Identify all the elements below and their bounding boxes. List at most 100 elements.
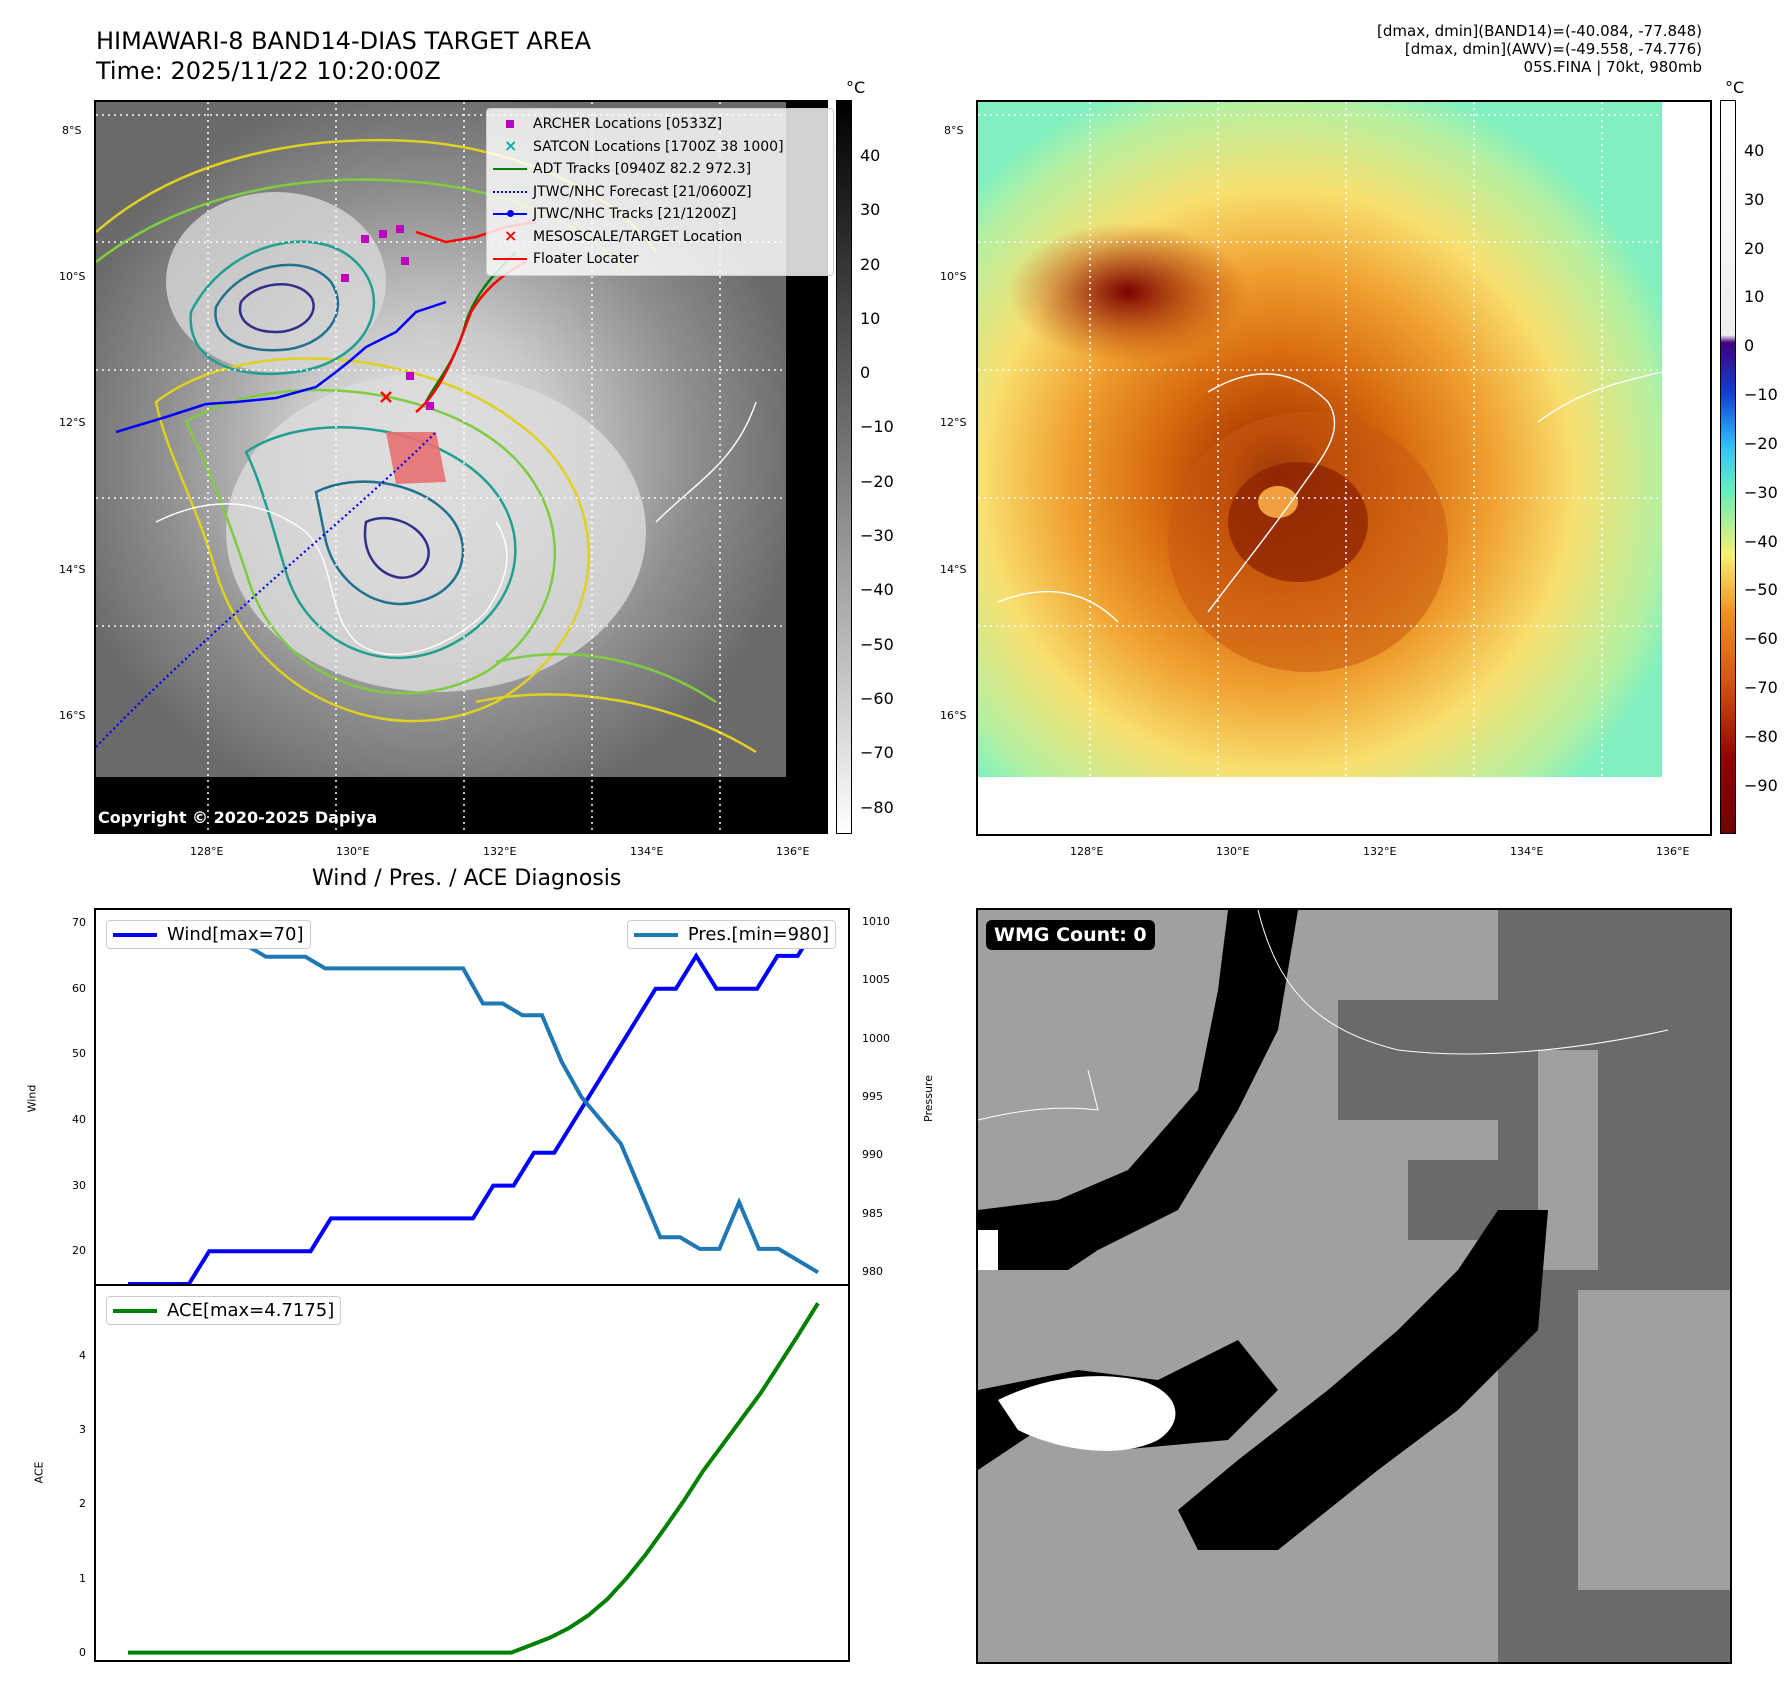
- info-block: [dmax, dmin](BAND14)=(-40.084, -77.848) …: [1377, 22, 1702, 76]
- lon-label: 130°E: [336, 845, 370, 858]
- color-cb-tick: 10: [1744, 287, 1765, 306]
- lon-label: 128°E: [1070, 845, 1104, 858]
- legend-jtwc-tracks: JTWC/NHC Tracks [21/1200Z]: [493, 203, 827, 226]
- gray-cb-tick: −60: [860, 689, 894, 708]
- lon-label: 130°E: [1216, 845, 1250, 858]
- lat-label: 10°S: [59, 270, 86, 283]
- title-line-1: HIMAWARI-8 BAND14-DIAS TARGET AREA: [96, 27, 592, 55]
- lat-label: 10°S: [940, 270, 967, 283]
- legend-floater: Floater Locater: [493, 248, 827, 271]
- wmg-image: [978, 910, 1730, 1662]
- gray-cb-tick: −20: [860, 472, 894, 491]
- lon-label: 132°E: [483, 845, 517, 858]
- legend-jtwc-forecast: JTWC/NHC Forecast [21/0600Z]: [493, 181, 827, 204]
- lon-label: 132°E: [1363, 845, 1397, 858]
- lat-label: 8°S: [62, 124, 82, 137]
- color-cb-tick: 20: [1744, 239, 1765, 258]
- diagnosis-title: Wind / Pres. / ACE Diagnosis: [312, 866, 622, 891]
- wmg-panel: WMG Count: 0: [976, 908, 1732, 1664]
- line-marker-icon: [493, 258, 527, 261]
- legend-satcon: × SATCON Locations [1700Z 38 1000]: [504, 135, 784, 155]
- axis-tick-label: 995: [862, 1090, 883, 1103]
- color-ir-map-panel: [976, 100, 1712, 836]
- color-cb-tick: −40: [1744, 532, 1778, 551]
- color-cb-tick: 40: [1744, 141, 1765, 160]
- wind-series-line: [128, 922, 820, 1284]
- wind-pressure-chart: Wind[max=70] Pres.[min=980]: [94, 908, 850, 1286]
- color-cb-tick: −50: [1744, 580, 1778, 599]
- axis-tick-label: 980: [862, 1265, 883, 1279]
- color-cb-tick: 30: [1744, 190, 1765, 209]
- axis-tick-label: 990: [862, 1148, 883, 1162]
- color-ir-map-image: [978, 102, 1663, 777]
- lon-label: 136°E: [1656, 845, 1690, 858]
- gray-cb-tick: −50: [860, 635, 894, 654]
- ace-legend: ACE[max=4.7175]: [106, 1296, 342, 1325]
- gray-cb-tick: −70: [860, 743, 894, 762]
- lon-label: 128°E: [190, 845, 224, 858]
- gray-cb-tick: 20: [860, 255, 881, 274]
- axis-tick-label: 20: [72, 1244, 86, 1258]
- gray-cb-tick: 40: [860, 146, 881, 165]
- ace-axis-label: ACE: [32, 1461, 46, 1484]
- track-legend: ARCHER Locations [0533Z] × SATCON Locati…: [486, 108, 834, 276]
- axis-tick-label: 1: [79, 1571, 86, 1585]
- color-cb-tick: −30: [1744, 483, 1778, 502]
- axis-tick-label: 50: [72, 1047, 86, 1061]
- wmg-count-badge: WMG Count: 0: [986, 920, 1155, 950]
- ace-chart: ACE[max=4.7175]: [94, 1284, 850, 1662]
- color-cb-tick: −20: [1744, 434, 1778, 453]
- info-line-3: 05S.FINA | 70kt, 980mb: [1523, 58, 1702, 76]
- axis-tick-label: 1010: [862, 914, 890, 928]
- copyright-notice: Copyright © 2020-2025 Dapiya: [98, 808, 378, 827]
- lat-label: 16°S: [940, 709, 967, 722]
- lat-label: 12°S: [59, 416, 86, 429]
- gray-cb-tick: 10: [860, 309, 881, 328]
- axis-tick-label: 60: [72, 981, 86, 995]
- wind-legend: Wind[max=70]: [106, 920, 311, 949]
- axis-tick-label: 1005: [862, 973, 890, 987]
- lat-label: 14°S: [940, 563, 967, 576]
- color-cb-tick: −70: [1744, 678, 1778, 697]
- axis-tick-label: 3: [79, 1423, 86, 1437]
- wind-pressure-plot: [128, 922, 820, 1284]
- axis-tick-label: 1000: [862, 1031, 890, 1045]
- ace-plot: [128, 1302, 820, 1655]
- lat-label: 16°S: [59, 709, 86, 722]
- gray-cb-tick: −30: [860, 526, 894, 545]
- axis-tick-label: 0: [79, 1645, 86, 1659]
- x-marker-icon: ×: [504, 135, 518, 155]
- axis-tick-label: 70: [72, 916, 86, 930]
- color-colorbar: [1720, 100, 1736, 834]
- wind-axis-label: Wind: [25, 1084, 39, 1113]
- lon-label: 134°E: [1510, 845, 1544, 858]
- axis-tick-label: 30: [72, 1178, 86, 1192]
- gray-cb-tick: −40: [860, 580, 894, 599]
- color-cb-tick: 0: [1744, 336, 1755, 355]
- dotted-line-icon: [493, 190, 527, 193]
- legend-adt: ADT Tracks [0940Z 82.2 972.3]: [493, 158, 827, 181]
- info-line-2: [dmax, dmin](AWV)=(-49.558, -74.776): [1404, 40, 1702, 58]
- color-cb-tick: −90: [1744, 776, 1778, 795]
- square-marker-icon: [506, 120, 514, 129]
- axis-tick-label: 2: [79, 1497, 86, 1511]
- axis-tick-label: 985: [862, 1206, 883, 1220]
- gray-cb-tick: 0: [860, 363, 871, 382]
- ace-series-line: [128, 1302, 820, 1655]
- pressure-axis-label: Pressure: [921, 1075, 935, 1122]
- title-line-2: Time: 2025/11/22 10:20:00Z: [96, 57, 441, 85]
- info-line-1: [dmax, dmin](BAND14)=(-40.084, -77.848): [1377, 22, 1702, 40]
- x-marker-icon: ×: [504, 225, 518, 245]
- legend-mesoscale: × MESOSCALE/TARGET Location: [504, 225, 743, 245]
- gray-colorbar: [836, 100, 852, 834]
- lon-label: 134°E: [630, 845, 664, 858]
- lon-label: 136°E: [776, 845, 810, 858]
- lat-label: 14°S: [59, 563, 86, 576]
- legend-archer: ARCHER Locations [0533Z]: [493, 113, 827, 136]
- lat-label: 8°S: [944, 124, 964, 137]
- lat-label: 12°S: [940, 416, 967, 429]
- axis-tick-label: 40: [72, 1112, 86, 1126]
- pressure-legend: Pres.[min=980]: [626, 920, 836, 949]
- axis-tick-label: 4: [79, 1349, 86, 1363]
- line-marker-icon: [493, 168, 527, 171]
